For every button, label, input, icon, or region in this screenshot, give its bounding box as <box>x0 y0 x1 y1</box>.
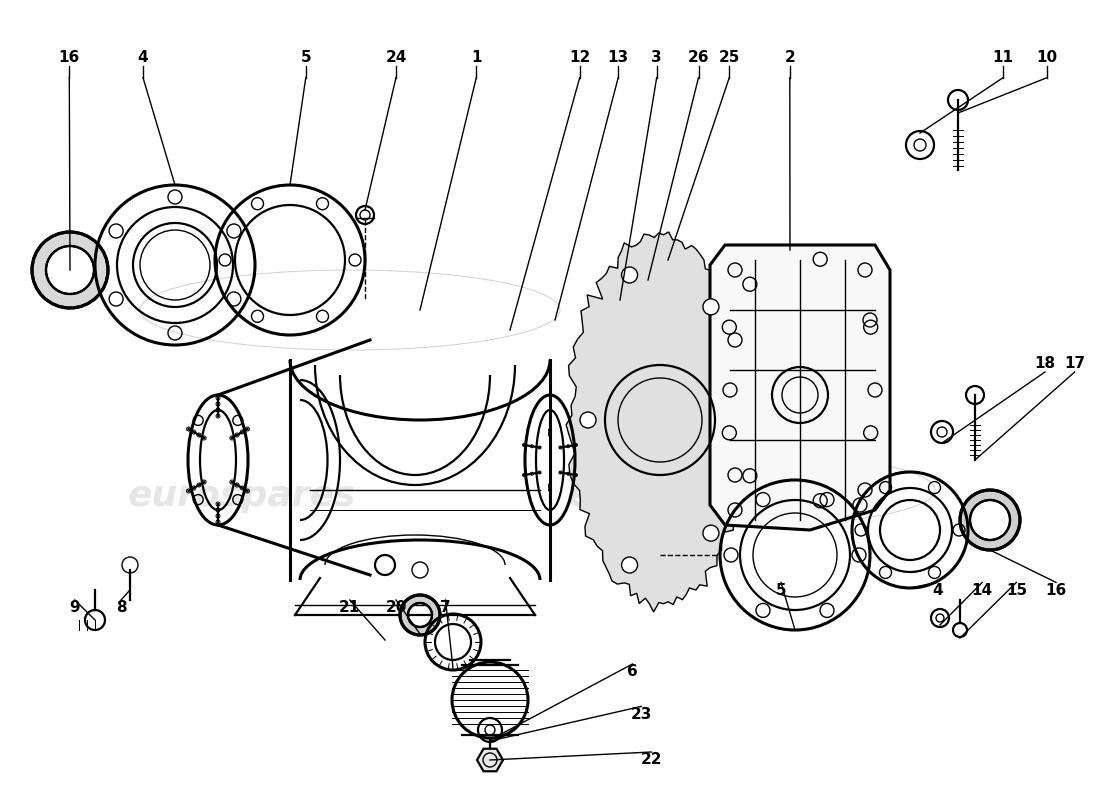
Text: 12: 12 <box>569 50 591 65</box>
Text: 25: 25 <box>718 50 740 65</box>
Text: 10: 10 <box>1036 50 1058 65</box>
Text: 5: 5 <box>300 50 311 65</box>
Text: 4: 4 <box>932 583 943 598</box>
Text: 22: 22 <box>640 753 662 767</box>
Circle shape <box>703 525 719 541</box>
Circle shape <box>703 299 719 315</box>
Text: 1: 1 <box>471 50 482 65</box>
Circle shape <box>621 557 638 573</box>
Text: 16: 16 <box>1045 583 1067 598</box>
Text: 7: 7 <box>440 601 451 615</box>
Text: 24: 24 <box>385 50 407 65</box>
Text: 5: 5 <box>776 583 786 598</box>
Text: 14: 14 <box>971 583 993 598</box>
Text: 16: 16 <box>58 50 80 65</box>
Polygon shape <box>400 595 440 635</box>
Text: 15: 15 <box>1005 583 1027 598</box>
Text: 8: 8 <box>116 601 127 615</box>
Polygon shape <box>566 232 755 612</box>
Polygon shape <box>477 749 503 771</box>
Circle shape <box>580 412 596 428</box>
Polygon shape <box>710 245 890 530</box>
Text: 3: 3 <box>651 50 662 65</box>
Text: 4: 4 <box>138 50 148 65</box>
Text: 23: 23 <box>630 707 652 722</box>
Polygon shape <box>960 490 1020 550</box>
Text: 11: 11 <box>992 50 1014 65</box>
Text: eurospares: eurospares <box>568 479 796 513</box>
Circle shape <box>621 267 638 283</box>
Text: 20: 20 <box>385 601 407 615</box>
Text: 6: 6 <box>627 665 638 679</box>
Text: 9: 9 <box>69 601 80 615</box>
Polygon shape <box>32 232 108 308</box>
Text: 17: 17 <box>1064 357 1086 371</box>
Text: 26: 26 <box>688 50 710 65</box>
Text: 2: 2 <box>784 50 795 65</box>
Text: 13: 13 <box>607 50 629 65</box>
Text: eurospares: eurospares <box>128 479 356 513</box>
Text: 21: 21 <box>339 601 361 615</box>
Text: 18: 18 <box>1034 357 1056 371</box>
